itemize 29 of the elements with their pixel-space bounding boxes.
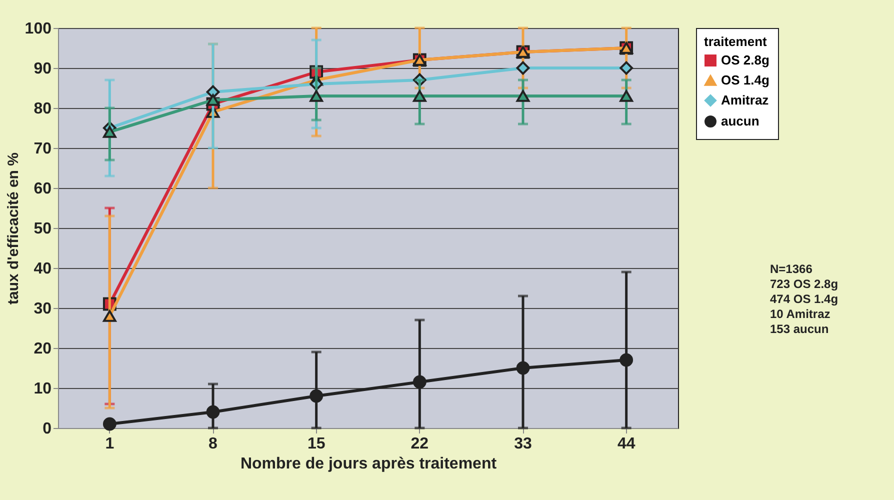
y-tick-label: 20 <box>34 340 52 358</box>
text: 474 OS 1.4g <box>770 292 838 307</box>
legend-title: traitement <box>704 34 768 49</box>
y-tick-label: 100 <box>24 20 52 38</box>
y-tick-label: 0 <box>42 420 52 438</box>
x-tick-label: 1 <box>105 436 114 452</box>
y-tick-label: 30 <box>34 300 52 318</box>
x-tick-label: 33 <box>514 436 532 452</box>
text: 153 aucun <box>770 322 830 337</box>
text: 10 Amitraz <box>770 307 832 322</box>
y-tick-label: 40 <box>34 260 52 278</box>
y-tick-label: 90 <box>34 60 52 78</box>
legend-label: Amitraz <box>721 92 770 108</box>
x-tick-label: 22 <box>410 436 429 452</box>
x-axis-title: Nombre de jours après traitement <box>240 456 498 472</box>
legend-label: OS 2.8g <box>721 52 770 68</box>
y-tick-label: 80 <box>34 100 52 118</box>
y-tick-label: 70 <box>34 140 52 158</box>
y-tick-label: 50 <box>34 220 52 238</box>
y-tick-label: 60 <box>34 180 52 198</box>
text: N=1366 <box>770 262 814 277</box>
x-tick-label: 15 <box>307 436 326 452</box>
y-tick-label: 10 <box>34 380 52 398</box>
x-tick-label: 8 <box>208 436 218 452</box>
y-axis-title: taux d'efficacité en % <box>4 152 22 304</box>
x-tick-label: 44 <box>617 436 636 452</box>
legend-label: aucun <box>721 114 760 128</box>
legend-label: OS 1.4g <box>721 72 770 88</box>
text: 723 OS 2.8g <box>770 277 838 292</box>
